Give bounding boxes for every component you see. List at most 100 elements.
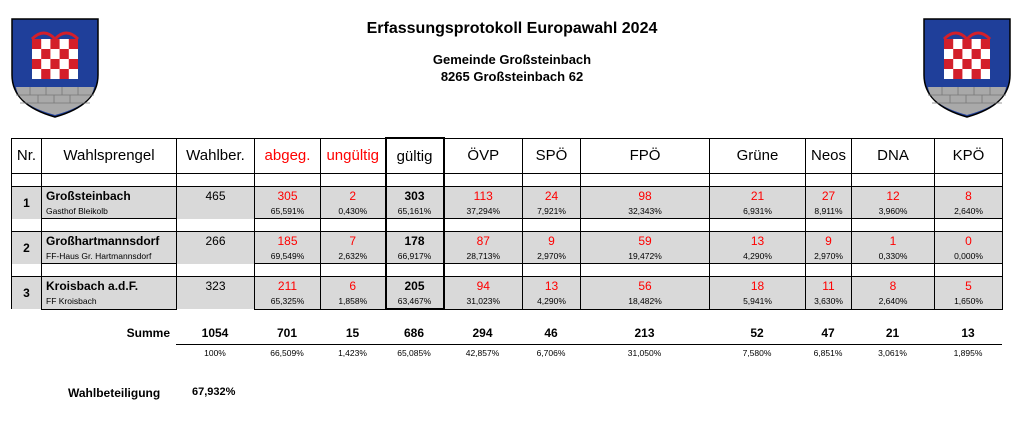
district-name: Großsteinbach bbox=[41, 186, 177, 204]
summe-percent: 65,085% bbox=[385, 344, 443, 361]
summe-percent: 1,423% bbox=[320, 344, 385, 361]
summe-percent: 1,895% bbox=[934, 344, 1002, 361]
col-abgeg: abgeg. bbox=[254, 137, 321, 174]
table-row: 1 Großsteinbach 465 305 2 303 113 24 98 21 27 12 8 bbox=[11, 186, 1003, 219]
gruene-value: 21 bbox=[709, 186, 806, 204]
gueltig-percent: 63,467% bbox=[384, 294, 445, 310]
spacer-row bbox=[11, 173, 1003, 187]
fpoe-value: 59 bbox=[580, 231, 710, 249]
summe-value: 13 bbox=[961, 326, 975, 340]
oevp-percent: 37,294% bbox=[443, 204, 523, 219]
neos-percent: 8,911% bbox=[805, 204, 852, 219]
summe-value: 47 bbox=[821, 326, 835, 340]
district-location: FF-Haus Gr. Hartmannsdorf bbox=[41, 249, 177, 264]
district-rows: 1 Großsteinbach 465 305 2 303 113 24 98 21 27 12 8 Ga… bbox=[11, 173, 1003, 310]
summe-percent: 66,509% bbox=[254, 344, 320, 361]
district-name: Kroisbach a.d.F. bbox=[41, 276, 177, 294]
results-table: Nr. Wahlsprengel Wahlber. abgeg. ungülti… bbox=[11, 137, 1003, 310]
kpoe-value: 8 bbox=[934, 186, 1003, 204]
district-location: FF Kroisbach bbox=[41, 294, 177, 310]
oevp-percent: 28,713% bbox=[443, 249, 523, 264]
row-number: 1 bbox=[11, 186, 42, 219]
summe-percent: 100% bbox=[176, 344, 254, 361]
summe-row: Summe 1054 701 15 686 294 46 213 52 47 21 13 bbox=[11, 322, 1002, 345]
fpoe-percent: 32,343% bbox=[580, 204, 710, 219]
summe-value: 46 bbox=[544, 326, 558, 340]
dna-value: 12 bbox=[851, 186, 935, 204]
summe-value: 213 bbox=[634, 326, 655, 340]
gruene-percent: 4,290% bbox=[709, 249, 806, 264]
neos-value: 9 bbox=[805, 231, 852, 249]
gueltig-value: 205 bbox=[384, 276, 445, 294]
ungueltig-percent: 0,430% bbox=[320, 204, 386, 219]
ungueltig-percent: 1,858% bbox=[320, 294, 386, 310]
col-neos: Neos bbox=[805, 137, 852, 174]
kpoe-percent: 1,650% bbox=[934, 294, 1003, 310]
summe-percent: 6,851% bbox=[805, 344, 851, 361]
col-kpoe: KPÖ bbox=[934, 137, 1003, 174]
row-number: 3 bbox=[11, 276, 42, 309]
dna-value: 8 bbox=[851, 276, 935, 294]
spoe-value: 13 bbox=[522, 276, 581, 294]
gruene-value: 18 bbox=[709, 276, 806, 294]
summe-value: 15 bbox=[345, 326, 360, 340]
kpoe-percent: 0,000% bbox=[934, 249, 1003, 264]
summe-percent: 42,857% bbox=[443, 344, 522, 361]
coat-of-arms-right bbox=[923, 18, 1011, 118]
col-wahlber: Wahlber. bbox=[176, 137, 255, 174]
summe-value: 294 bbox=[472, 326, 493, 340]
summe-percent: 7,580% bbox=[709, 344, 805, 361]
ungueltig-value: 6 bbox=[320, 276, 386, 294]
abgeg-value: 185 bbox=[254, 231, 321, 249]
district-location: Gasthof Bleikolb bbox=[41, 204, 177, 219]
oevp-value: 113 bbox=[443, 186, 523, 204]
gemeinde-address: 8265 Großsteinbach 62 bbox=[440, 69, 584, 84]
col-wahlsprengel: Wahlsprengel bbox=[41, 137, 177, 174]
spoe-value: 24 bbox=[522, 186, 581, 204]
spacer-row bbox=[11, 263, 1003, 277]
gueltig-value: 178 bbox=[384, 231, 445, 249]
dna-percent: 3,960% bbox=[851, 204, 935, 219]
ungueltig-value: 2 bbox=[320, 186, 386, 204]
kpoe-percent: 2,640% bbox=[934, 204, 1003, 219]
spoe-value: 9 bbox=[522, 231, 581, 249]
oevp-percent: 31,023% bbox=[443, 294, 523, 310]
summe-percent-row: 100% 66,509% 1,423% 65,085% 42,857% 6,706% 31,… bbox=[11, 344, 1002, 361]
kpoe-value: 5 bbox=[934, 276, 1003, 294]
neos-value: 11 bbox=[805, 276, 852, 294]
header-row: Nr. Wahlsprengel Wahlber. abgeg. ungülti… bbox=[11, 137, 1003, 174]
col-spoe: SPÖ bbox=[522, 137, 581, 174]
abgeg-value: 305 bbox=[254, 186, 321, 204]
table-row-percent: FF Kroisbach 65,325% 1,858% 63,467% 31,023% 4… bbox=[12, 294, 1003, 310]
row-number: 2 bbox=[11, 231, 42, 264]
oevp-value: 94 bbox=[443, 276, 523, 294]
summary-table: Summe 1054 701 15 686 294 46 213 52 47 21 13 100% 6… bbox=[11, 322, 1002, 361]
kpoe-value: 0 bbox=[934, 231, 1003, 249]
fpoe-value: 98 bbox=[580, 186, 710, 204]
spoe-percent: 2,970% bbox=[522, 249, 581, 264]
wahlbeteiligung-label: Wahlbeteiligung bbox=[68, 386, 161, 400]
abgeg-percent: 65,591% bbox=[254, 204, 321, 219]
summe-percent: 6,706% bbox=[522, 344, 580, 361]
summe-value: 21 bbox=[885, 326, 900, 340]
gemeinde-name: Gemeinde Großsteinbach bbox=[432, 52, 592, 67]
wahlber-value: 465 bbox=[176, 186, 255, 219]
table-row: 3 Kroisbach a.d.F. 323 211 6 205 94 13 56 18 11 8 5 bbox=[11, 276, 1003, 309]
col-gueltig: gültig bbox=[384, 137, 445, 174]
neos-percent: 2,970% bbox=[805, 249, 852, 264]
neos-value: 27 bbox=[805, 186, 852, 204]
fpoe-percent: 19,472% bbox=[580, 249, 710, 264]
dna-value: 1 bbox=[851, 231, 935, 249]
spoe-percent: 4,290% bbox=[522, 294, 581, 310]
ungueltig-value: 7 bbox=[320, 231, 386, 249]
fpoe-value: 56 bbox=[580, 276, 710, 294]
oevp-value: 87 bbox=[443, 231, 523, 249]
document-title: Erfassungsprotokoll Europawahl 2024 bbox=[366, 20, 658, 37]
summe-value: 701 bbox=[276, 326, 298, 340]
table-row-percent: FF-Haus Gr. Hartmannsdorf 69,549% 2,632% 66… bbox=[12, 249, 1003, 264]
gruene-value: 13 bbox=[709, 231, 806, 249]
gueltig-percent: 65,161% bbox=[384, 204, 445, 219]
wahlber-value: 266 bbox=[176, 231, 255, 264]
fpoe-percent: 18,482% bbox=[580, 294, 710, 310]
col-fpoe: FPÖ bbox=[580, 137, 710, 174]
